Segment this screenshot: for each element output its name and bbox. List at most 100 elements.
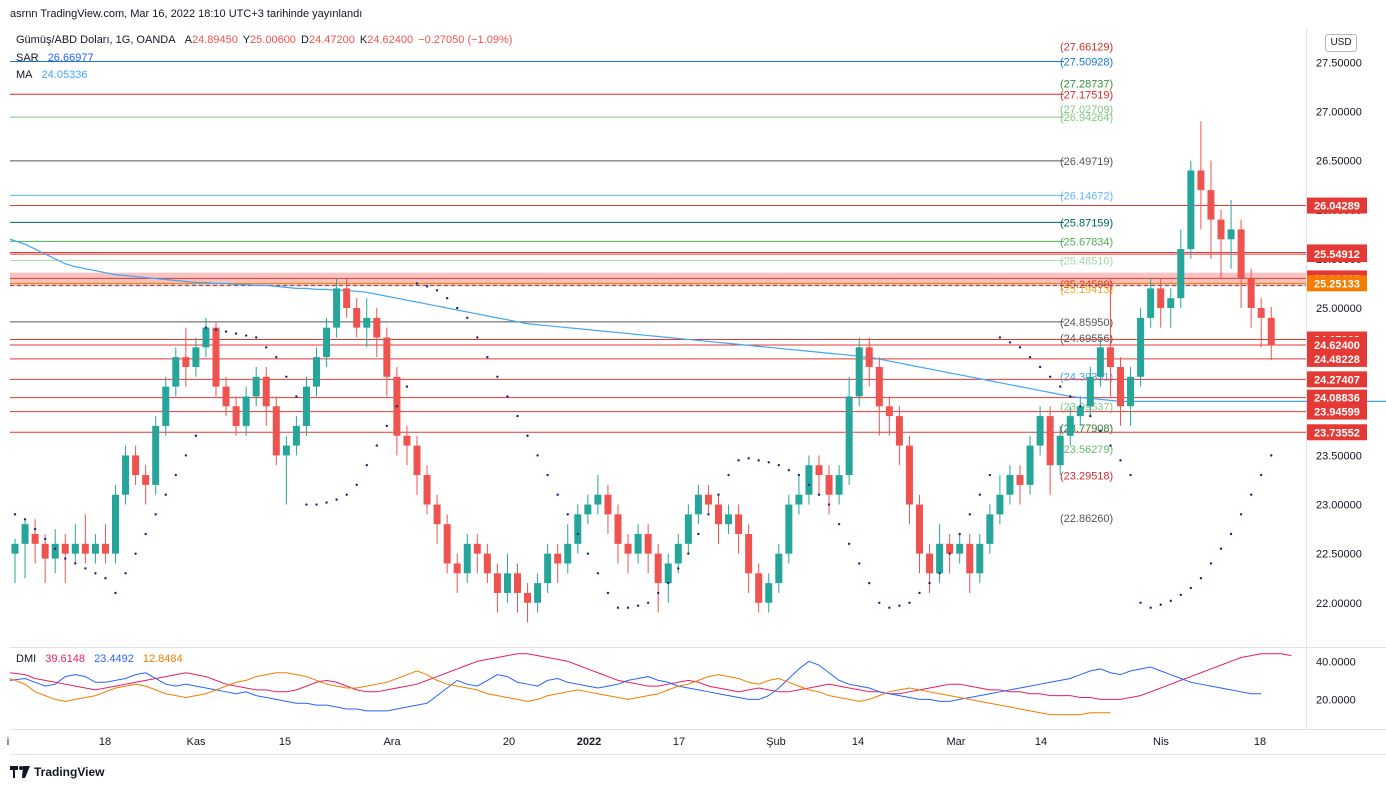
level-label: (27.17519): [1060, 89, 1113, 101]
candle-body: [1127, 376, 1135, 407]
sar-dot: [1099, 429, 1102, 433]
level-label: (25.48510): [1060, 255, 1113, 267]
sar-dot: [1008, 341, 1012, 344]
sar-dot: [114, 591, 117, 595]
time-tick-label: 18: [99, 736, 111, 748]
candle-body: [222, 386, 230, 407]
sar-dot: [636, 604, 640, 607]
sar-dot: [154, 513, 157, 516]
candle-body: [91, 543, 99, 554]
sar-dot: [1179, 593, 1183, 597]
candle-body: [644, 534, 652, 554]
sar-dot: [888, 606, 891, 609]
candle-body: [433, 504, 441, 525]
sar-dot: [1229, 532, 1233, 536]
level-label: (23.56279): [1060, 444, 1113, 456]
sar-dot: [968, 513, 971, 516]
candle-body: [182, 357, 190, 367]
candle-body: [1056, 435, 1064, 466]
candle-body: [976, 543, 984, 574]
candle-body: [1207, 190, 1215, 220]
candle-body: [413, 445, 421, 476]
sar-dot: [858, 562, 861, 565]
sar-dot: [988, 473, 992, 477]
candle-body: [232, 406, 240, 426]
sar-dot: [626, 606, 630, 609]
price-tick-label: 27.00000: [1316, 107, 1362, 119]
legend-low: 24.47200: [308, 34, 355, 46]
sar-dot: [1209, 562, 1213, 565]
candle-body: [1197, 170, 1205, 191]
sar-dot: [476, 336, 479, 339]
sar-dot: [204, 326, 208, 329]
candle-body: [302, 386, 310, 426]
sar-dot: [1038, 365, 1042, 369]
sar-dot: [727, 473, 730, 477]
sar-dot: [687, 552, 690, 555]
sar-dot: [64, 557, 67, 560]
candle-body: [1217, 219, 1225, 240]
candle-body: [1016, 475, 1024, 485]
candle-body: [584, 504, 592, 515]
sar-dot: [305, 503, 308, 506]
sar-dot: [375, 444, 378, 447]
candle-body: [1066, 416, 1074, 436]
time-tick-label: 20: [503, 736, 515, 748]
sar-dot: [837, 522, 841, 526]
sar-dot: [827, 503, 831, 506]
candle-body: [574, 514, 582, 544]
candle-body: [292, 425, 300, 446]
legend-ma-value: 24.05336: [41, 69, 88, 81]
candle-body: [514, 573, 521, 593]
candle-body: [895, 416, 903, 446]
candle-body: [483, 553, 491, 574]
candle-body: [926, 553, 934, 574]
sar-dot: [978, 493, 981, 496]
dmi-adx-line: [9, 653, 1292, 700]
price-tick-label: 22.00000: [1316, 598, 1362, 610]
candle-body: [403, 435, 411, 446]
candle-body: [704, 494, 712, 505]
level-label: (27.28737): [1060, 78, 1113, 90]
level-label: (23.29518): [1060, 471, 1113, 483]
sar-dot: [214, 328, 218, 331]
sar-dot: [697, 532, 700, 536]
candle-body: [855, 347, 863, 397]
sar-dot: [275, 355, 278, 359]
candle-body: [152, 425, 160, 485]
candle-body: [1247, 278, 1255, 309]
sar-dot: [1119, 459, 1122, 462]
level-label: (22.86260): [1060, 513, 1113, 525]
sar-dot: [606, 591, 610, 595]
candle-body: [503, 573, 511, 593]
sar-dot: [737, 459, 740, 462]
level-label: (26.94264): [1060, 112, 1113, 124]
price-badge-label: 26.04289: [1314, 201, 1360, 213]
sar-dot: [516, 414, 519, 418]
sar-dot: [415, 282, 419, 285]
sar-dot: [1059, 385, 1062, 388]
sar-dot: [1109, 444, 1112, 447]
sar-dot: [335, 498, 338, 501]
candle-body: [11, 543, 19, 554]
dmi-tick-label: 20.0000: [1316, 694, 1356, 706]
legend-main: Gümüş/ABD Doları, 1G, OANDA A24.89450 Y2…: [16, 34, 514, 46]
sar-dot: [868, 581, 871, 585]
legend-high: 25.00600: [250, 34, 296, 46]
candle-body: [1237, 229, 1245, 279]
currency-button[interactable]: USD: [1325, 34, 1357, 52]
legend-close: 24.62400: [367, 34, 414, 46]
sar-dot: [566, 513, 569, 516]
candle-body: [1046, 416, 1054, 466]
sar-dot: [1199, 577, 1203, 580]
legend-high-label: Y: [242, 34, 251, 46]
candle-body: [845, 396, 853, 476]
candle-body: [81, 543, 89, 554]
sar-dot: [1048, 375, 1052, 379]
sar-dot: [958, 532, 961, 536]
sar-dot: [466, 316, 469, 320]
candle-body: [825, 475, 833, 495]
price-badge: [1307, 336, 1367, 353]
legend-close-label: K: [359, 34, 368, 46]
